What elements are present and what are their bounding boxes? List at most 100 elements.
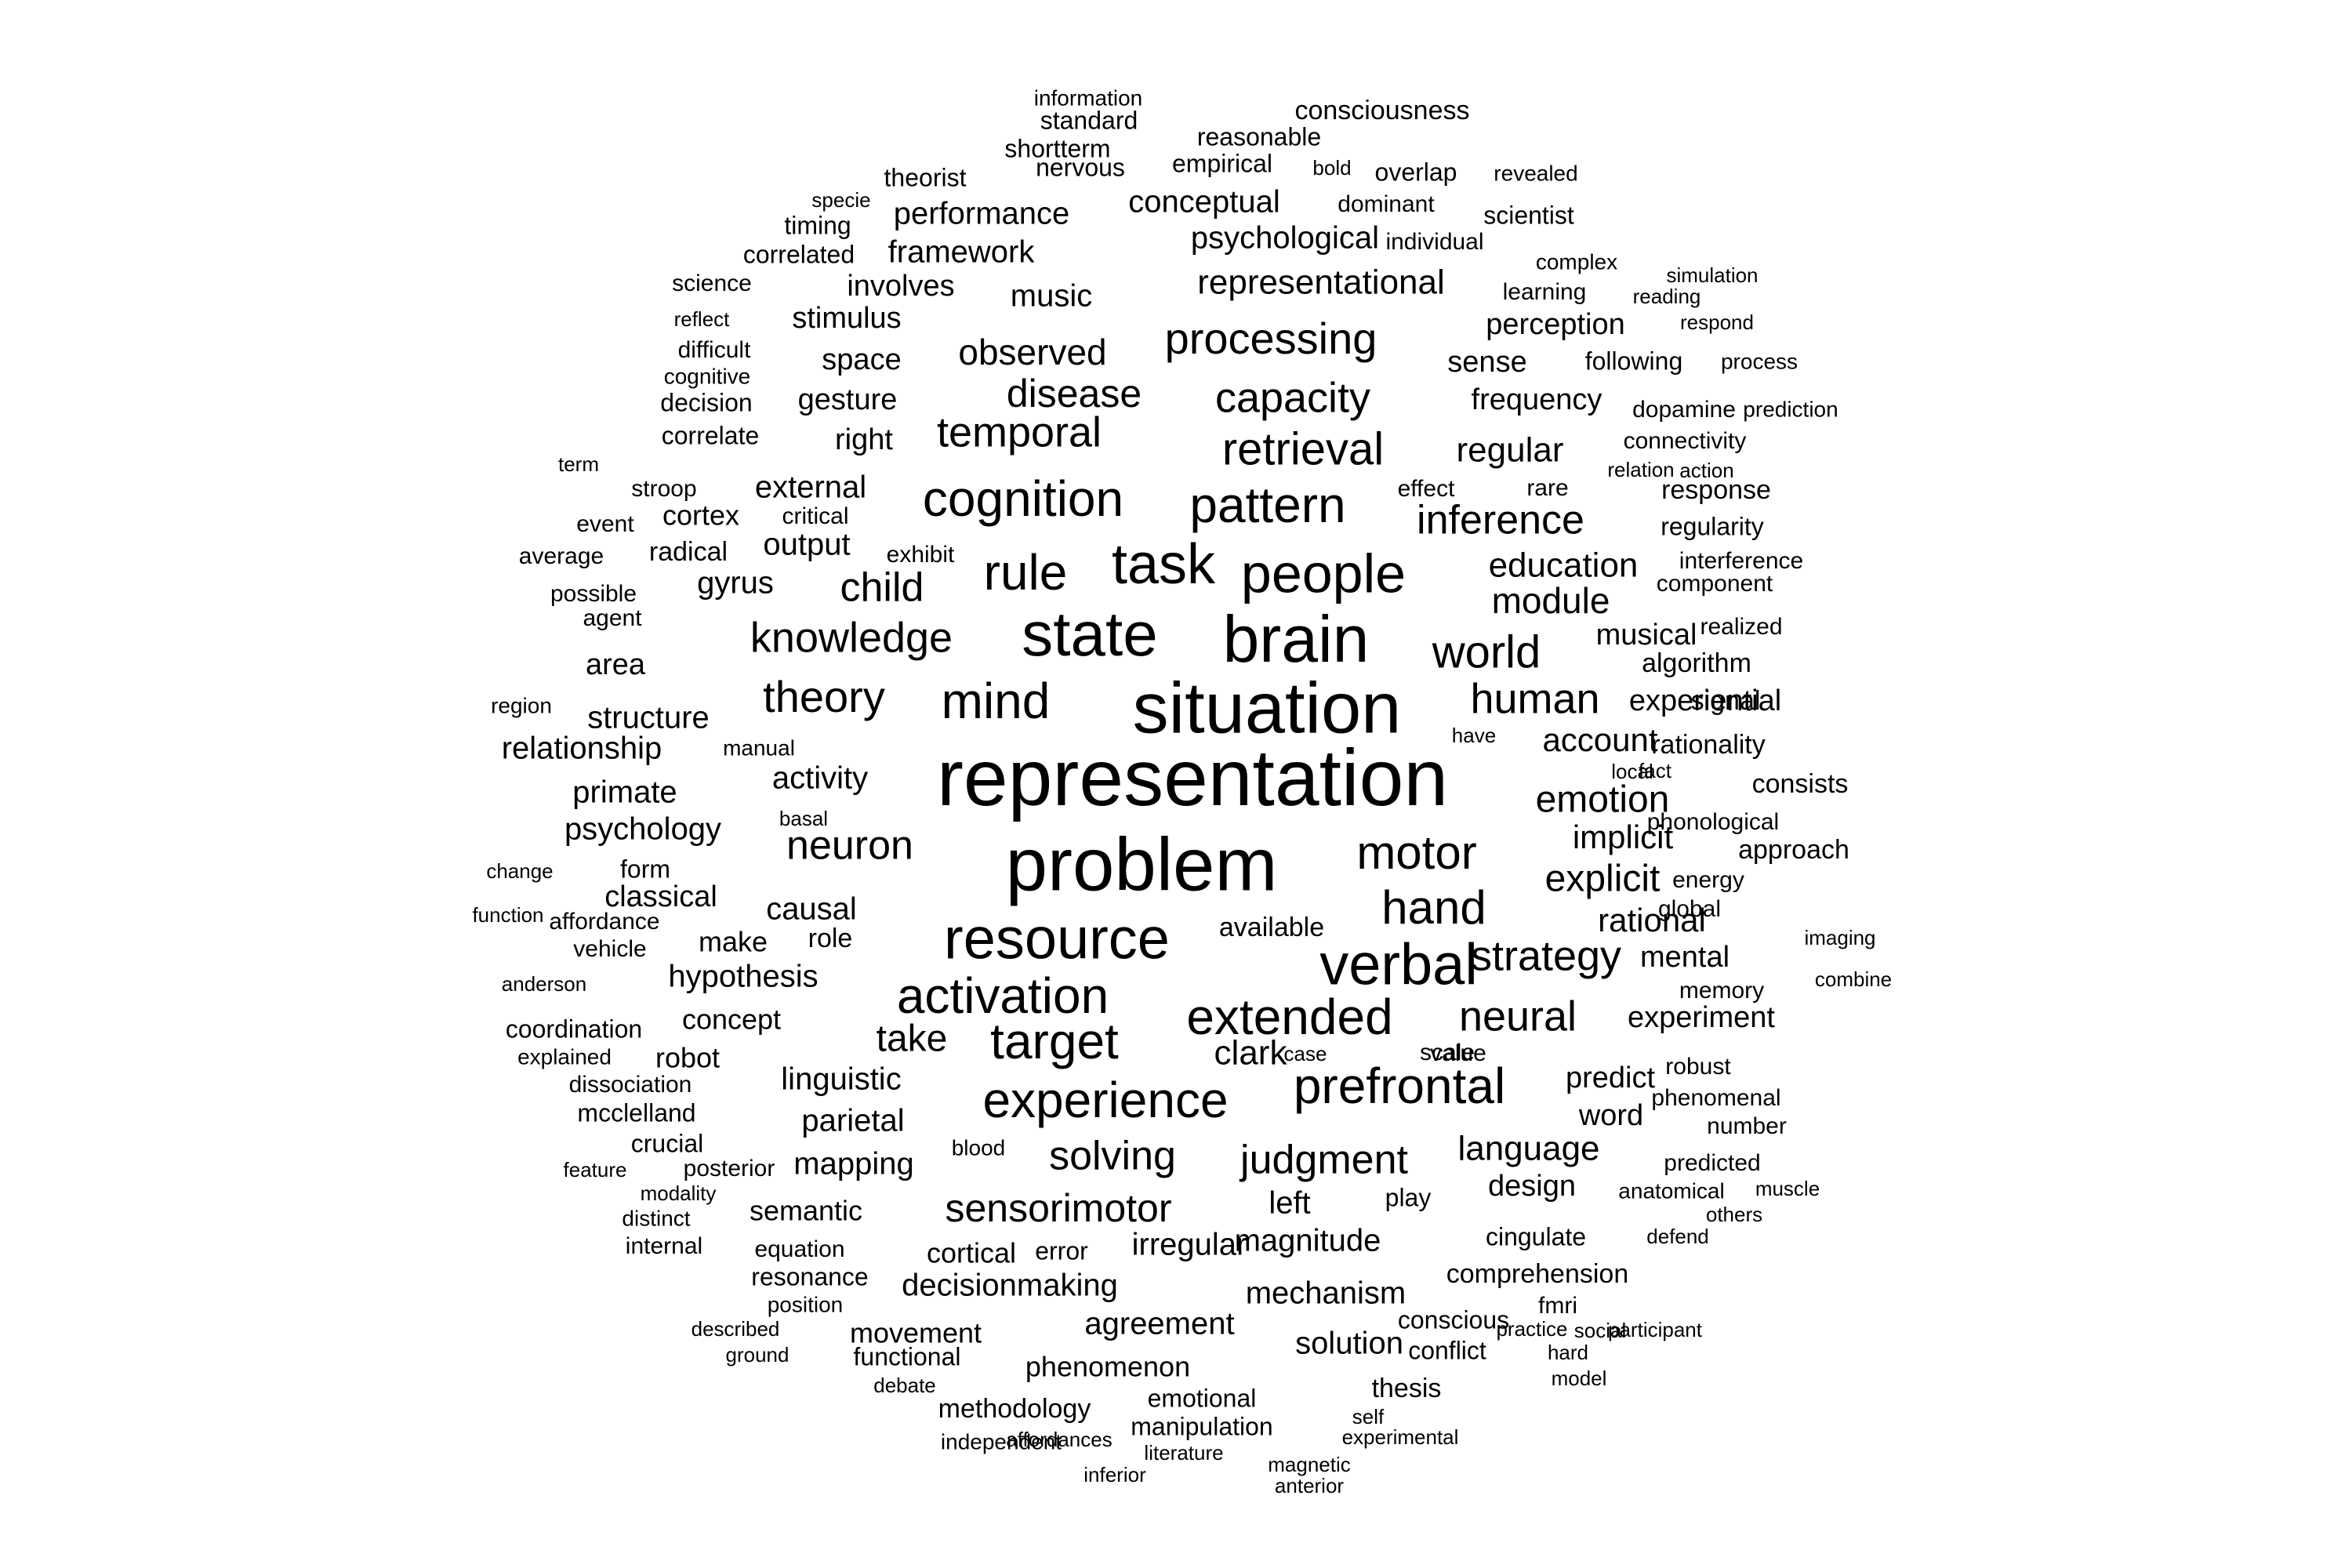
cloud-word: prefrontal bbox=[1294, 1058, 1505, 1114]
cloud-word: feature bbox=[564, 1158, 627, 1181]
cloud-word: overlap bbox=[1375, 158, 1457, 186]
cloud-word: classical bbox=[604, 880, 717, 913]
cloud-word: available bbox=[1219, 913, 1324, 942]
cloud-word: capacity bbox=[1215, 374, 1370, 421]
cloud-word: vehicle bbox=[573, 936, 646, 962]
cloud-word: extended bbox=[1186, 989, 1392, 1045]
cloud-word: affordance bbox=[549, 909, 659, 935]
cloud-word: disease bbox=[1007, 372, 1142, 416]
cloud-word: word bbox=[1578, 1099, 1643, 1132]
cloud-word: cingulate bbox=[1486, 1222, 1586, 1250]
cloud-word: empirical bbox=[1172, 149, 1272, 177]
cloud-word: error bbox=[1035, 1236, 1088, 1265]
cloud-word: mcclelland bbox=[577, 1098, 695, 1127]
cloud-word: external bbox=[755, 470, 866, 505]
cloud-word: term bbox=[558, 452, 599, 476]
cloud-word: regular bbox=[1457, 431, 1564, 470]
cloud-word: mapping bbox=[793, 1147, 913, 1181]
cloud-word: region bbox=[491, 693, 552, 717]
cloud-word: debate bbox=[873, 1374, 936, 1397]
cloud-word: correlate bbox=[662, 421, 760, 449]
cloud-word: predicted bbox=[1664, 1150, 1760, 1176]
cloud-word: scale bbox=[1420, 1040, 1475, 1065]
cloud-word: robot bbox=[655, 1042, 720, 1074]
cloud-word: energy bbox=[1672, 867, 1744, 893]
cloud-word: right bbox=[835, 423, 893, 456]
cloud-word: function bbox=[472, 903, 543, 927]
cloud-word: functional bbox=[854, 1342, 961, 1370]
cloud-word: parietal bbox=[801, 1104, 904, 1138]
cloud-word: experimental bbox=[1342, 1425, 1459, 1449]
cloud-word: information bbox=[1034, 85, 1143, 110]
cloud-word: hand bbox=[1381, 881, 1486, 934]
cloud-word: others bbox=[1706, 1203, 1762, 1226]
cloud-word: gesture bbox=[798, 383, 898, 416]
cloud-word: role bbox=[808, 924, 853, 953]
cloud-word: basal bbox=[779, 807, 828, 830]
cloud-word: solution bbox=[1295, 1327, 1403, 1361]
cloud-word: posterior bbox=[684, 1156, 775, 1181]
cloud-word: experience bbox=[982, 1072, 1228, 1128]
cloud-word: structure bbox=[587, 701, 710, 735]
cloud-word: account bbox=[1542, 721, 1657, 758]
cloud-word: experiment bbox=[1628, 1001, 1775, 1034]
cloud-word: rule bbox=[984, 544, 1068, 601]
cloud-word: position bbox=[768, 1292, 844, 1316]
cloud-word: possible bbox=[550, 581, 637, 607]
cloud-word: reasonable bbox=[1197, 122, 1321, 151]
cloud-word: language bbox=[1457, 1130, 1599, 1168]
cloud-word: module bbox=[1492, 580, 1610, 621]
cloud-word: combine bbox=[1815, 967, 1892, 991]
cloud-word: effect bbox=[1398, 476, 1455, 502]
cloud-word: dissociation bbox=[569, 1072, 692, 1098]
cloud-word: strategy bbox=[1471, 932, 1621, 979]
cloud-word: event bbox=[576, 511, 634, 537]
cloud-word: stroop bbox=[631, 476, 696, 502]
cloud-word: approach bbox=[1738, 835, 1849, 865]
cloud-word: situation bbox=[1133, 668, 1402, 748]
cloud-word: robust bbox=[1665, 1054, 1731, 1080]
cloud-word: representational bbox=[1197, 263, 1445, 302]
cloud-word: following bbox=[1585, 347, 1683, 375]
cloud-word: resource bbox=[944, 906, 1170, 971]
cloud-word: average bbox=[519, 543, 604, 569]
cloud-word: learning bbox=[1503, 279, 1587, 305]
cloud-word: distinct bbox=[622, 1206, 690, 1230]
cloud-word: motor bbox=[1356, 826, 1476, 879]
cloud-word: task bbox=[1112, 533, 1216, 596]
cloud-word: left bbox=[1269, 1186, 1310, 1221]
cloud-word: framework bbox=[888, 235, 1036, 270]
cloud-word: predict bbox=[1566, 1062, 1655, 1094]
cloud-word: case bbox=[1284, 1042, 1327, 1065]
cloud-word: psychology bbox=[564, 812, 721, 847]
cloud-word: ground bbox=[726, 1343, 789, 1367]
cloud-word: mechanism bbox=[1246, 1276, 1406, 1311]
cloud-word: rationality bbox=[1651, 730, 1766, 760]
cloud-word: explicit bbox=[1545, 858, 1661, 900]
cloud-word: semantic bbox=[750, 1195, 862, 1227]
cloud-word: conceptual bbox=[1128, 185, 1279, 220]
cloud-word: frequency bbox=[1472, 383, 1602, 416]
cloud-word: music bbox=[1011, 279, 1092, 314]
cloud-word: activity bbox=[772, 761, 868, 796]
cloud-word: sensorimotor bbox=[946, 1186, 1172, 1230]
cloud-word: consciousness bbox=[1294, 96, 1469, 125]
cloud-word: muscle bbox=[1755, 1177, 1820, 1200]
cloud-word: correlated bbox=[743, 240, 855, 268]
cloud-word: regularity bbox=[1661, 512, 1764, 540]
cloud-word: cognition bbox=[923, 470, 1123, 527]
cloud-word: observed bbox=[958, 332, 1106, 372]
cloud-word: change bbox=[486, 859, 553, 883]
cloud-word: involves bbox=[847, 270, 954, 303]
cloud-word: phonological bbox=[1647, 809, 1779, 835]
cloud-word: critical bbox=[782, 503, 848, 529]
cloud-word: take bbox=[877, 1018, 948, 1060]
cloud-word: implicit bbox=[1573, 818, 1674, 855]
cloud-word: individual bbox=[1385, 229, 1483, 255]
cloud-word: revealed bbox=[1494, 161, 1577, 185]
cloud-word: psychological bbox=[1191, 221, 1379, 256]
cloud-word: mind bbox=[942, 673, 1051, 729]
cloud-word: anderson bbox=[502, 972, 586, 996]
cloud-word: realized bbox=[1700, 614, 1782, 640]
cloud-word: magnitude bbox=[1235, 1224, 1381, 1258]
